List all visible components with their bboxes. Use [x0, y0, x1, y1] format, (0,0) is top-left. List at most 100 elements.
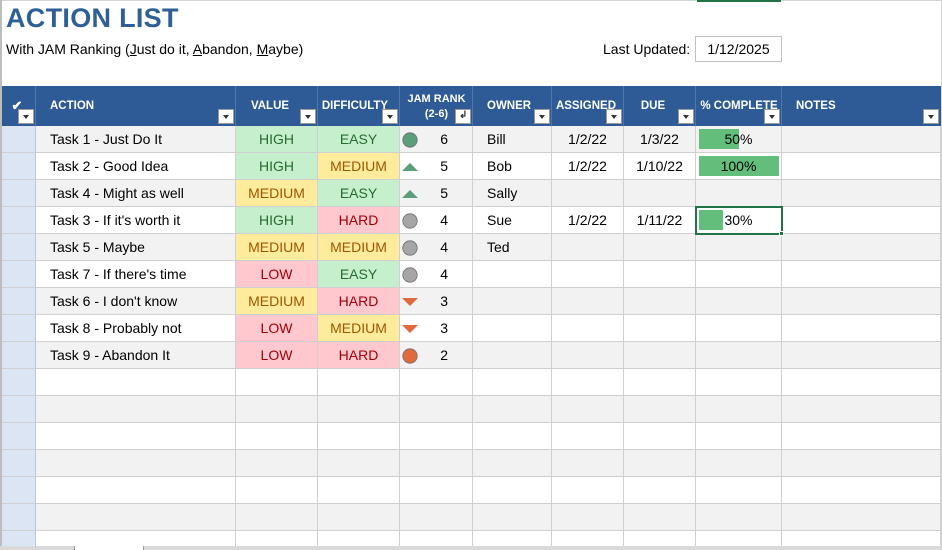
assigned-cell[interactable] — [552, 531, 624, 550]
owner-cell[interactable] — [473, 342, 552, 369]
action-cell[interactable]: Task 1 - Just Do It — [36, 126, 236, 153]
value-cell[interactable]: HIGH — [236, 207, 318, 234]
check-cell[interactable] — [2, 288, 36, 315]
value-cell[interactable]: MEDIUM — [236, 180, 318, 207]
complete-cell[interactable]: 30% — [696, 207, 782, 234]
filter-dropdown-complete[interactable] — [764, 109, 780, 124]
notes-cell[interactable] — [782, 342, 941, 369]
complete-cell[interactable]: 100% — [696, 153, 782, 180]
rank-cell[interactable]: 3 — [400, 315, 473, 342]
sheet-tab[interactable] — [74, 546, 144, 550]
check-cell[interactable] — [2, 369, 36, 396]
due-cell[interactable] — [624, 423, 696, 450]
assigned-cell[interactable] — [552, 234, 624, 261]
owner-cell[interactable] — [473, 396, 552, 423]
owner-cell[interactable] — [473, 369, 552, 396]
sort-dropdown-jam-rank[interactable] — [455, 109, 471, 124]
rank-cell[interactable]: 4 — [400, 207, 473, 234]
check-cell[interactable] — [2, 477, 36, 504]
complete-cell[interactable] — [696, 369, 782, 396]
check-cell[interactable] — [2, 504, 36, 531]
filter-dropdown-assigned[interactable] — [606, 109, 622, 124]
difficulty-cell[interactable] — [318, 504, 400, 531]
due-cell[interactable] — [624, 477, 696, 504]
rank-cell[interactable] — [400, 396, 473, 423]
due-cell[interactable] — [624, 342, 696, 369]
value-cell[interactable]: HIGH — [236, 126, 318, 153]
due-cell[interactable] — [624, 531, 696, 550]
action-cell[interactable]: Task 5 - Maybe — [36, 234, 236, 261]
due-cell[interactable]: 1/10/22 — [624, 153, 696, 180]
owner-cell[interactable] — [473, 504, 552, 531]
check-cell[interactable] — [2, 153, 36, 180]
difficulty-cell[interactable]: HARD — [318, 207, 400, 234]
difficulty-cell[interactable] — [318, 531, 400, 550]
notes-cell[interactable] — [782, 504, 941, 531]
complete-cell[interactable] — [696, 261, 782, 288]
rank-cell[interactable]: 4 — [400, 261, 473, 288]
owner-cell[interactable]: Sally — [473, 180, 552, 207]
value-cell[interactable] — [236, 504, 318, 531]
owner-cell[interactable] — [473, 315, 552, 342]
due-cell[interactable] — [624, 180, 696, 207]
check-cell[interactable] — [2, 207, 36, 234]
action-cell[interactable] — [36, 369, 236, 396]
check-cell[interactable] — [2, 450, 36, 477]
notes-cell[interactable] — [782, 180, 941, 207]
owner-cell[interactable]: Sue — [473, 207, 552, 234]
fill-handle[interactable] — [779, 231, 784, 236]
action-cell[interactable] — [36, 450, 236, 477]
filter-dropdown-notes[interactable] — [923, 109, 939, 124]
notes-cell[interactable] — [782, 315, 941, 342]
complete-cell[interactable] — [696, 180, 782, 207]
rank-cell[interactable] — [400, 450, 473, 477]
difficulty-cell[interactable]: HARD — [318, 288, 400, 315]
assigned-cell[interactable]: 1/2/22 — [552, 207, 624, 234]
value-cell[interactable]: HIGH — [236, 153, 318, 180]
rank-cell[interactable]: 6 — [400, 126, 473, 153]
filter-dropdown-check[interactable] — [18, 109, 34, 124]
rank-cell[interactable] — [400, 369, 473, 396]
assigned-cell[interactable] — [552, 396, 624, 423]
action-cell[interactable]: Task 8 - Probably not — [36, 315, 236, 342]
check-cell[interactable] — [2, 342, 36, 369]
assigned-cell[interactable] — [552, 450, 624, 477]
rank-cell[interactable] — [400, 477, 473, 504]
owner-cell[interactable] — [473, 423, 552, 450]
difficulty-cell[interactable] — [318, 396, 400, 423]
assigned-cell[interactable] — [552, 342, 624, 369]
check-cell[interactable] — [2, 396, 36, 423]
action-cell[interactable] — [36, 477, 236, 504]
due-cell[interactable]: 1/11/22 — [624, 207, 696, 234]
rank-cell[interactable] — [400, 423, 473, 450]
rank-cell[interactable]: 2 — [400, 342, 473, 369]
owner-cell[interactable] — [473, 477, 552, 504]
assigned-cell[interactable]: 1/2/22 — [552, 153, 624, 180]
complete-cell[interactable] — [696, 423, 782, 450]
value-cell[interactable] — [236, 369, 318, 396]
assigned-cell[interactable] — [552, 315, 624, 342]
difficulty-cell[interactable]: EASY — [318, 180, 400, 207]
rank-cell[interactable] — [400, 504, 473, 531]
complete-cell[interactable] — [696, 504, 782, 531]
notes-cell[interactable] — [782, 288, 941, 315]
value-cell[interactable]: MEDIUM — [236, 288, 318, 315]
notes-cell[interactable] — [782, 234, 941, 261]
due-cell[interactable] — [624, 261, 696, 288]
action-cell[interactable] — [36, 396, 236, 423]
due-cell[interactable] — [624, 450, 696, 477]
due-cell[interactable] — [624, 288, 696, 315]
assigned-cell[interactable] — [552, 261, 624, 288]
action-cell[interactable] — [36, 504, 236, 531]
notes-cell[interactable] — [782, 207, 941, 234]
notes-cell[interactable] — [782, 396, 941, 423]
complete-cell[interactable] — [696, 315, 782, 342]
last-updated-cell[interactable]: 1/12/2025 — [695, 36, 782, 62]
difficulty-cell[interactable]: MEDIUM — [318, 315, 400, 342]
action-cell[interactable] — [36, 531, 236, 550]
value-cell[interactable] — [236, 423, 318, 450]
complete-cell[interactable] — [696, 234, 782, 261]
value-cell[interactable]: LOW — [236, 342, 318, 369]
notes-cell[interactable] — [782, 423, 941, 450]
notes-cell[interactable] — [782, 153, 941, 180]
